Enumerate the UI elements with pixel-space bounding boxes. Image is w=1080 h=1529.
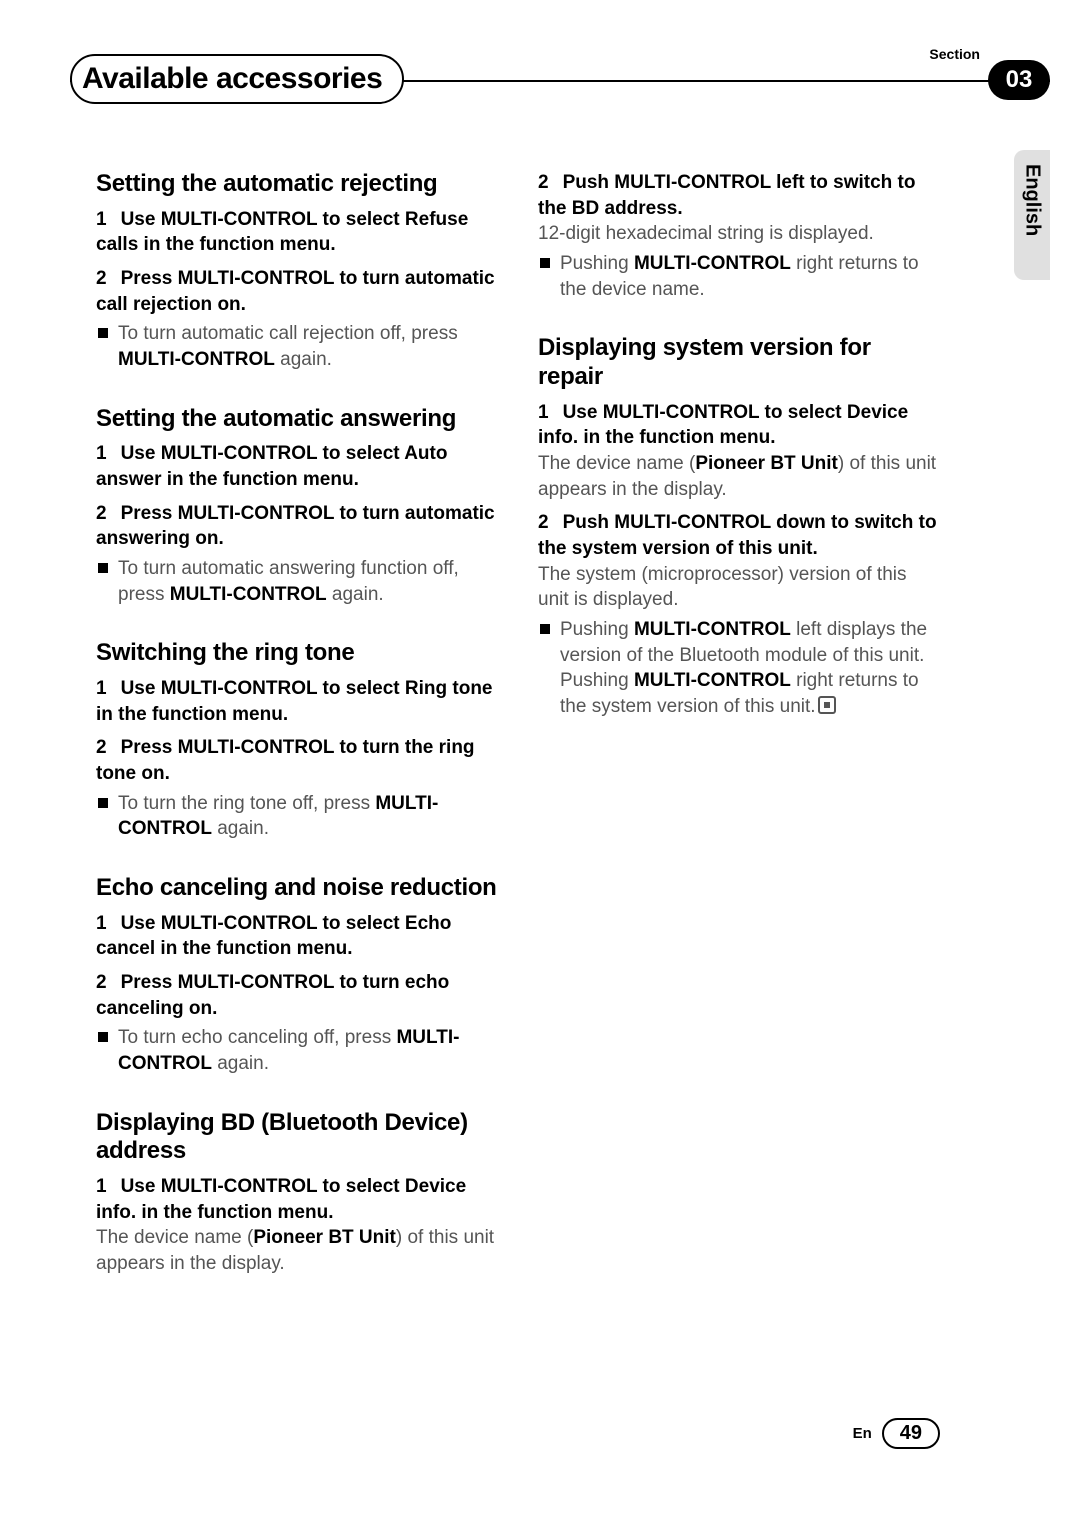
body-bold: Pioneer BT Unit: [695, 453, 838, 474]
note-bold: MULTI-CONTROL: [118, 349, 275, 370]
step: 1Use MULTI-CONTROL to select Ring tone i…: [96, 676, 498, 727]
note-text: again.: [212, 818, 269, 839]
step: 1Use MULTI-CONTROL to select Device info…: [538, 400, 940, 451]
note: To turn the ring tone off, press MULTI-C…: [96, 791, 498, 842]
body-text: 12-digit hexadecimal string is displayed…: [538, 221, 940, 247]
heading-auto-rejecting: Setting the automatic rejecting: [96, 170, 498, 199]
note-text: To turn the ring tone off, press: [118, 793, 375, 814]
step: 2Push MULTI-CONTROL left to switch to th…: [538, 170, 940, 221]
step-number: 1: [96, 678, 107, 699]
note: Pushing MULTI-CONTROL right returns to t…: [538, 251, 940, 302]
note: To turn echo canceling off, press MULTI-…: [96, 1025, 498, 1076]
step: 1Use MULTI-CONTROL to select Refuse call…: [96, 207, 498, 258]
step-number: 2: [96, 268, 107, 289]
note-text: Pushing: [560, 253, 634, 274]
step-text: Press MULTI-CONTROL to turn the ring ton…: [96, 737, 475, 784]
step: 2Press MULTI-CONTROL to turn automatic a…: [96, 501, 498, 552]
step: 2Push MULTI-CONTROL down to switch to th…: [538, 510, 940, 561]
step: 1Use MULTI-CONTROL to select Auto answer…: [96, 441, 498, 492]
body-span: The device name (: [96, 1227, 253, 1248]
step-number: 2: [538, 512, 549, 533]
note-text: To turn echo canceling off, press: [118, 1027, 396, 1048]
step-number: 2: [96, 503, 107, 524]
heading-system-version: Displaying system version for repair: [538, 334, 940, 392]
language-tab-label: English: [1021, 164, 1044, 236]
heading-ring-tone: Switching the ring tone: [96, 639, 498, 668]
step-text: Press MULTI-CONTROL to turn echo canceli…: [96, 972, 449, 1019]
footer-lang: En: [853, 1425, 872, 1442]
body-bold: Pioneer BT Unit: [253, 1227, 396, 1248]
body-text: The device name (Pioneer BT Unit) of thi…: [538, 451, 940, 502]
left-column: Setting the automatic rejecting 1Use MUL…: [96, 170, 498, 1277]
section-label: Section: [929, 46, 980, 62]
step-number: 2: [96, 737, 107, 758]
step: 2Press MULTI-CONTROL to turn the ring to…: [96, 735, 498, 786]
heading-echo-cancel: Echo canceling and noise reduction: [96, 874, 498, 903]
step-text: Use MULTI-CONTROL to select Echo cancel …: [96, 913, 451, 960]
step-text: Use MULTI-CONTROL to select Refuse calls…: [96, 209, 468, 256]
body-text: The system (microprocessor) version of t…: [538, 562, 940, 613]
footer: En 49: [853, 1418, 940, 1449]
note-text: again.: [327, 584, 384, 605]
content-columns: Setting the automatic rejecting 1Use MUL…: [96, 170, 940, 1277]
chapter-title: Available accessories: [82, 62, 382, 96]
note: Pushing MULTI-CONTROL left displays the …: [538, 617, 940, 720]
step-number: 1: [96, 209, 107, 230]
heading-auto-answering: Setting the automatic answering: [96, 405, 498, 434]
note-text: Pushing: [560, 619, 634, 640]
step-text: Use MULTI-CONTROL to select Device info.…: [538, 402, 908, 449]
language-tab: English: [1014, 150, 1050, 280]
section-badge: 03: [988, 60, 1050, 100]
note-bold: MULTI-CONTROL: [170, 584, 327, 605]
page-frame: Available accessories Section 03 English…: [30, 40, 1050, 1489]
note-bold: MULTI-CONTROL: [634, 619, 791, 640]
note-bold: MULTI-CONTROL: [634, 670, 791, 691]
header: Available accessories Section 03: [30, 40, 1050, 100]
step-number: 1: [96, 1176, 107, 1197]
step-number: 2: [538, 172, 549, 193]
step-text: Use MULTI-CONTROL to select Device info.…: [96, 1176, 466, 1223]
step-number: 1: [96, 913, 107, 934]
note-text: again.: [275, 349, 332, 370]
note: To turn automatic call rejection off, pr…: [96, 321, 498, 372]
note-text: again.: [212, 1053, 269, 1074]
step-text: Use MULTI-CONTROL to select Auto answer …: [96, 443, 447, 490]
step-number: 1: [96, 443, 107, 464]
step: 2Press MULTI-CONTROL to turn automatic c…: [96, 266, 498, 317]
heading-bd-address: Displaying BD (Bluetooth Device) address: [96, 1109, 498, 1167]
step: 1Use MULTI-CONTROL to select Echo cancel…: [96, 911, 498, 962]
step-text: Use MULTI-CONTROL to select Ring tone in…: [96, 678, 493, 725]
chapter-pill: Available accessories: [70, 54, 404, 104]
step-text: Press MULTI-CONTROL to turn automatic ca…: [96, 268, 495, 315]
step-text: Push MULTI-CONTROL left to switch to the…: [538, 172, 915, 219]
step: 2Press MULTI-CONTROL to turn echo cancel…: [96, 970, 498, 1021]
right-column: 2Push MULTI-CONTROL left to switch to th…: [538, 170, 940, 1277]
step-text: Push MULTI-CONTROL down to switch to the…: [538, 512, 937, 559]
note-bold: MULTI-CONTROL: [634, 253, 791, 274]
body-text: The device name (Pioneer BT Unit) of thi…: [96, 1225, 498, 1276]
step-text: Press MULTI-CONTROL to turn automatic an…: [96, 503, 495, 550]
note-text: To turn automatic call rejection off, pr…: [118, 323, 458, 344]
step-number: 2: [96, 972, 107, 993]
note: To turn automatic answering function off…: [96, 556, 498, 607]
body-span: The device name (: [538, 453, 695, 474]
step-number: 1: [538, 402, 549, 423]
end-of-section-icon: [818, 696, 836, 714]
step: 1Use MULTI-CONTROL to select Device info…: [96, 1174, 498, 1225]
page-number: 49: [882, 1418, 940, 1449]
